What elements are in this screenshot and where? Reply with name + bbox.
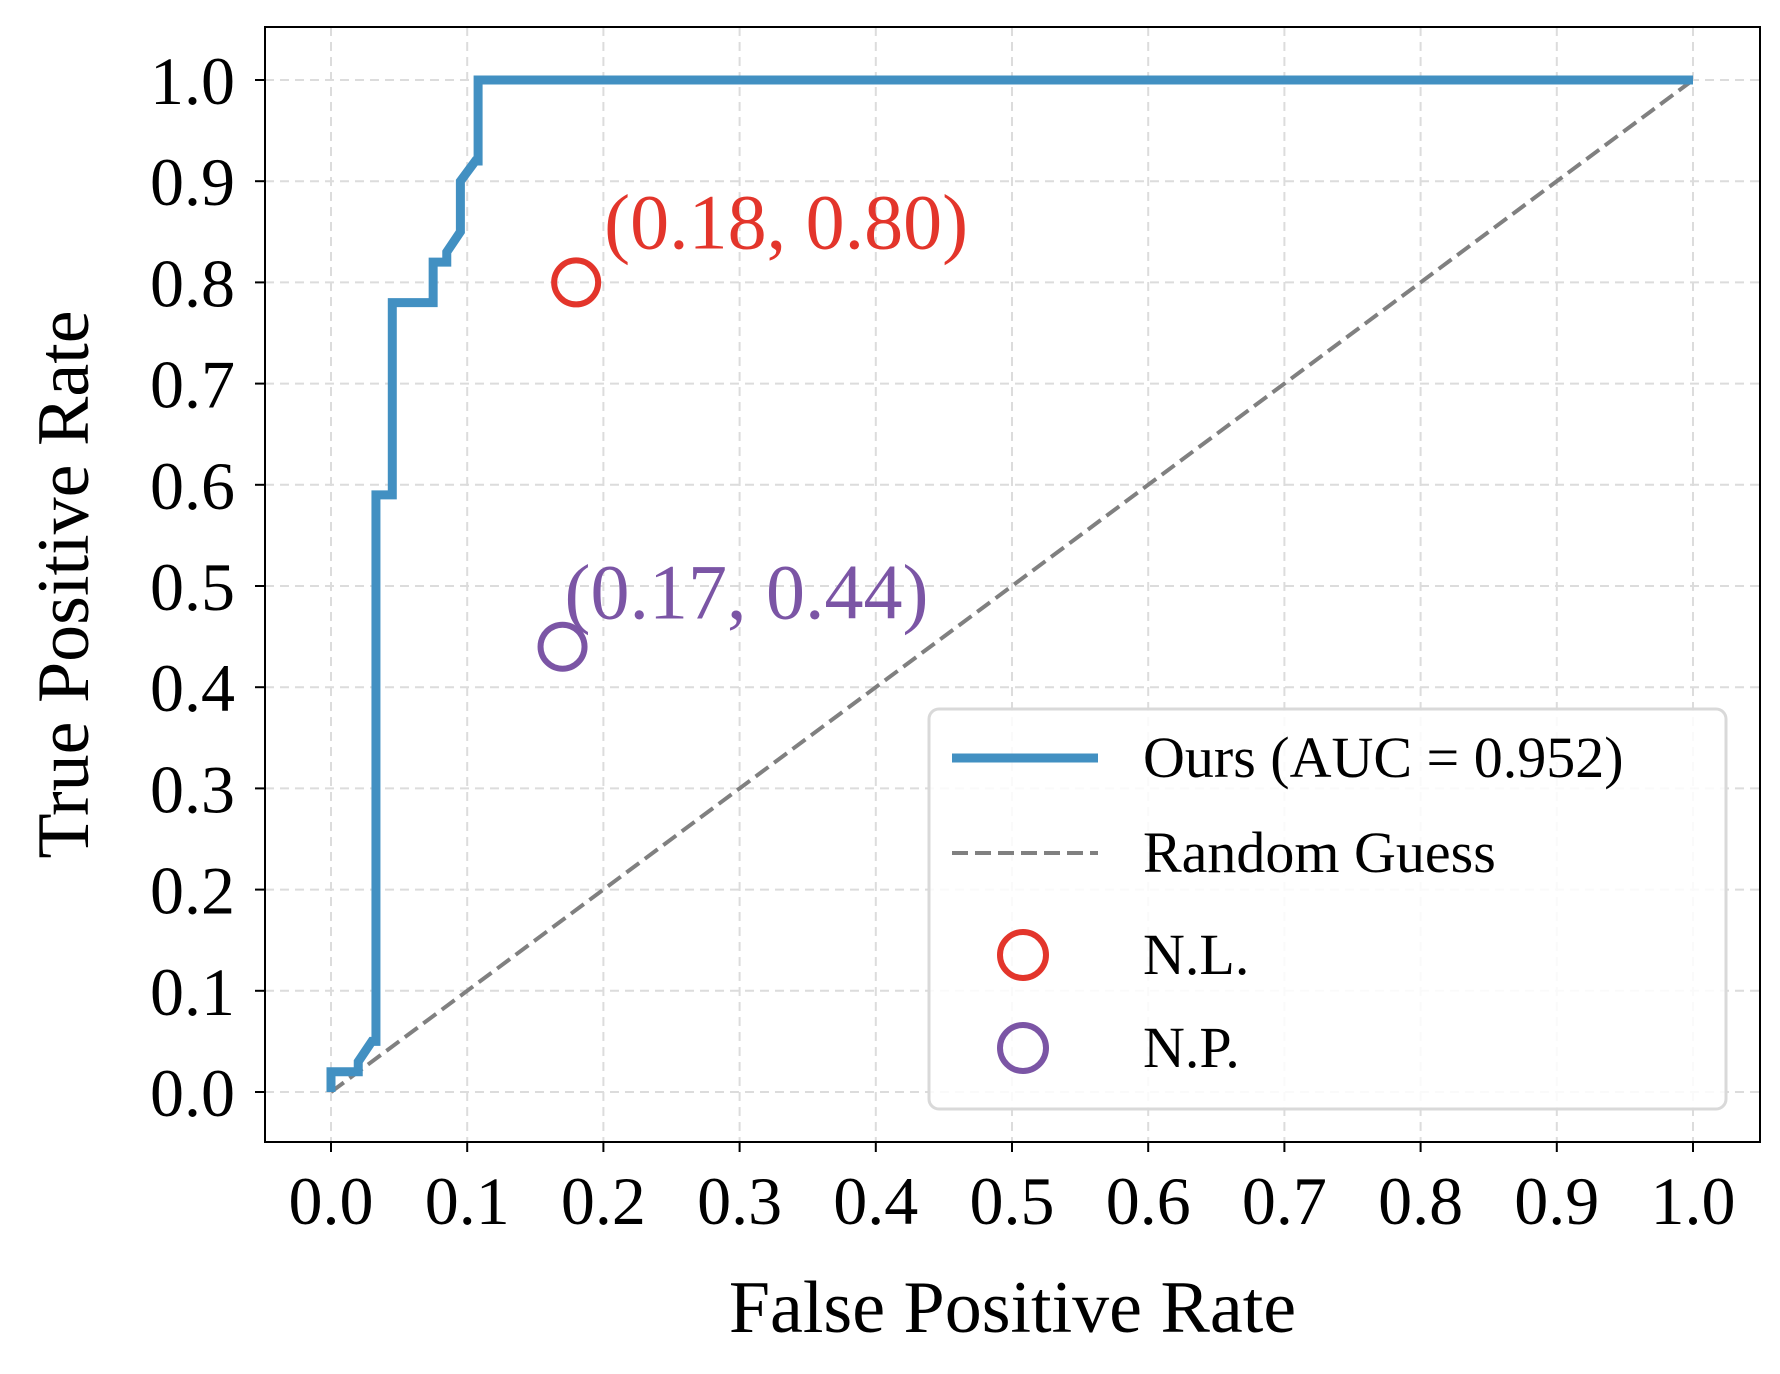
y-tick-label-1: 0.1 xyxy=(150,954,235,1030)
annotations: (0.18, 0.80) (0.17, 0.44) xyxy=(565,178,969,635)
legend-marker-np xyxy=(997,1022,1049,1074)
y-tick-label-6: 0.6 xyxy=(150,448,235,524)
y-tick-label-5: 0.5 xyxy=(150,549,235,625)
x-tick-label-1: 0.1 xyxy=(425,1163,510,1239)
x-tick-label-8: 0.8 xyxy=(1378,1163,1463,1239)
y-tick-label-2: 0.2 xyxy=(150,853,235,929)
point-marker-0 xyxy=(551,257,602,308)
x-tick-label-7: 0.7 xyxy=(1242,1163,1327,1239)
point-annotation-1: (0.17, 0.44) xyxy=(565,549,929,636)
y-tick-label-3: 0.3 xyxy=(150,751,235,827)
roc-curve-line xyxy=(326,75,1693,1092)
y-tick-label-9: 0.9 xyxy=(150,144,235,220)
roc-curve-layer xyxy=(326,75,1693,1092)
x-tick-label-4: 0.4 xyxy=(833,1163,918,1239)
legend-label-nl: N.L. xyxy=(1143,922,1249,987)
legend-label-random: Random Guess xyxy=(1143,820,1496,885)
x-tick-label-9: 0.9 xyxy=(1514,1163,1599,1239)
x-tick-label-0: 0.0 xyxy=(289,1163,374,1239)
y-tick-label-8: 0.8 xyxy=(150,245,235,321)
legend-marker-nl xyxy=(997,929,1049,981)
ticks: 0.0 0.1 0.2 0.3 0.4 0.5 0.6 0.7 0.8 0.9 1.0 0.0 0.1 0… xyxy=(150,43,1736,1239)
x-tick-label-6: 0.6 xyxy=(1106,1163,1191,1239)
point-marker-1 xyxy=(537,621,588,672)
x-tick-label-10: 1.0 xyxy=(1651,1163,1736,1239)
y-tick-label-10: 1.0 xyxy=(150,43,235,119)
x-tick-label-2: 0.2 xyxy=(561,1163,646,1239)
legend-label-np: N.P. xyxy=(1143,1015,1240,1080)
y-axis-title: True Positive Rate xyxy=(23,310,105,858)
legend: Ours (AUC = 0.952) Random Guess N.L. N.P… xyxy=(927,707,1728,1111)
x-tick-label-5: 0.5 xyxy=(970,1163,1055,1239)
legend-label-ours: Ours (AUC = 0.952) xyxy=(1143,725,1624,790)
y-tick-label-7: 0.7 xyxy=(150,347,235,423)
random-guess-layer xyxy=(329,78,1695,1094)
random-guess-line xyxy=(329,78,1695,1094)
x-tick-label-3: 0.3 xyxy=(697,1163,782,1239)
point-annotation-0: (0.18, 0.80) xyxy=(604,178,968,265)
x-axis-title: False Positive Rate xyxy=(729,1267,1296,1349)
legend-box xyxy=(927,707,1728,1111)
y-tick-label-0: 0.0 xyxy=(150,1055,235,1131)
y-tick-label-4: 0.4 xyxy=(150,650,235,726)
points-layer xyxy=(537,257,602,672)
